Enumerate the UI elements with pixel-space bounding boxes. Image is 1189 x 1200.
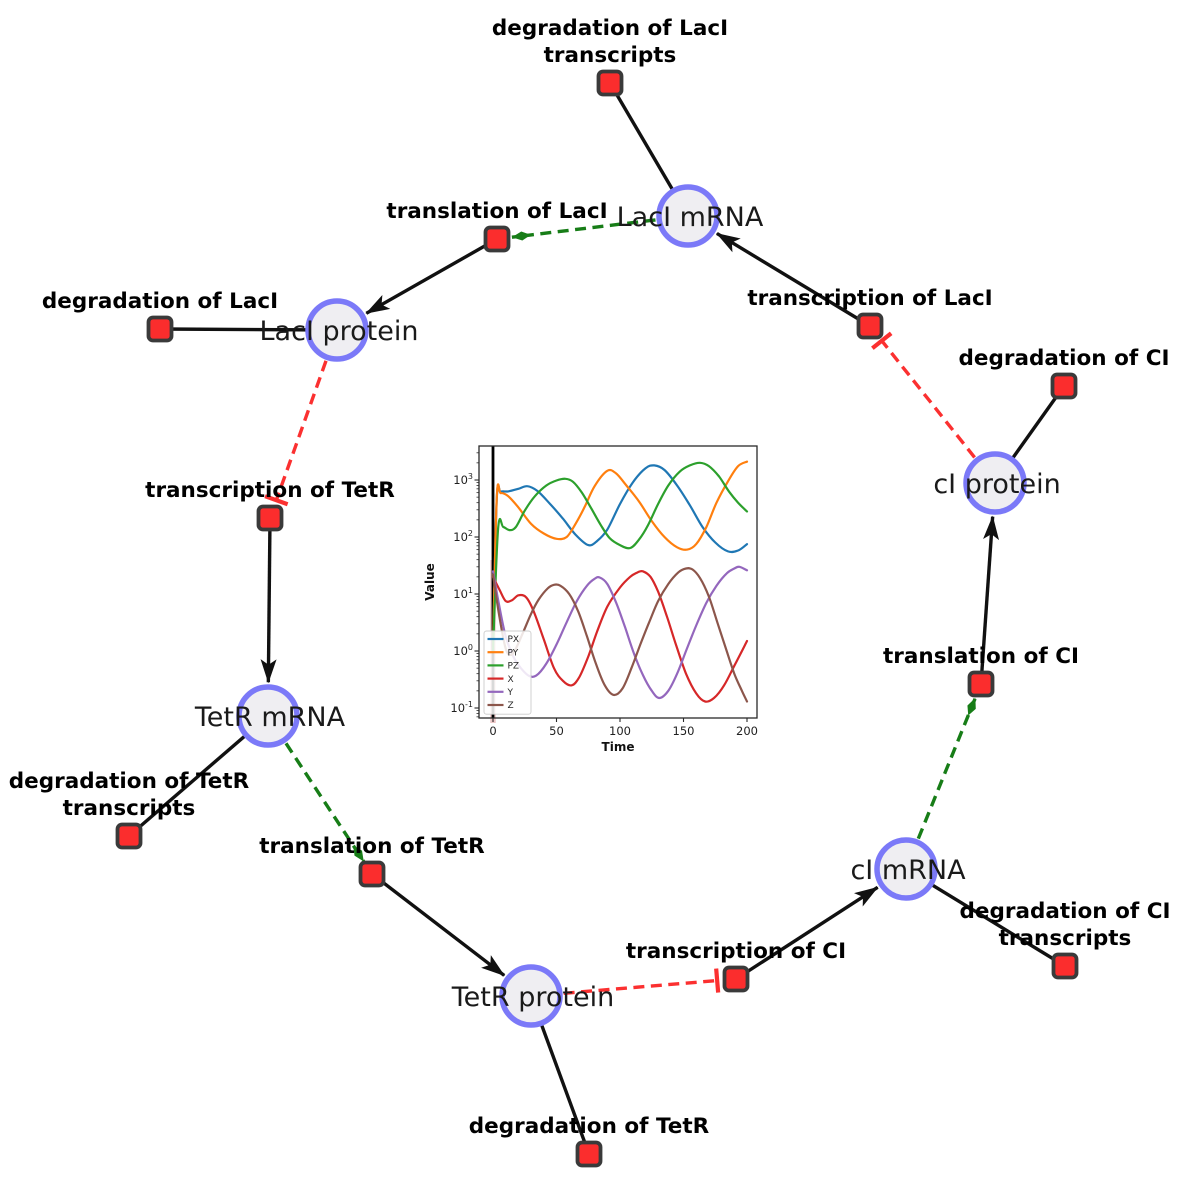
chart-ytick-10e3: 103 <box>453 472 473 487</box>
species-node-tetr_protein <box>499 964 563 1028</box>
reaction-node-tl_tetr <box>358 860 386 888</box>
chart-xtick-200: 200 <box>736 724 758 738</box>
reaction-node-tr_tetr <box>256 504 284 532</box>
chart-series-X <box>491 569 749 703</box>
chart-xtick-100: 100 <box>609 724 631 738</box>
species-node-laci_protein <box>305 298 369 362</box>
species-node-tetr_mrna <box>236 684 300 748</box>
chart-ytick-10e1: 101 <box>453 586 473 601</box>
reaction-label-tr_laci: transcription of LacI <box>747 286 992 311</box>
edge-inhibition-tetr_protein-to-tr_ci <box>563 968 721 995</box>
reaction-label-tr_ci: transcription of CI <box>626 939 846 964</box>
reaction-label-deg_tetr: degradation of TetR <box>469 1114 710 1139</box>
legend-entry-PY: PY <box>508 648 519 658</box>
timeseries-chart: 0 50 100 150 20010310210110010-1TimeValuePXP… <box>423 434 772 766</box>
chart-ytick-10e0: 100 <box>453 643 473 658</box>
reaction-label-deg_laci: degradation of LacI <box>42 289 278 314</box>
reaction-label-tr_tetr: transcription of TetR <box>145 478 395 503</box>
legend-entry-Y: Y <box>507 688 514 698</box>
reaction-label-deg_ci: degradation of CI <box>959 346 1170 371</box>
reaction-node-tl_laci <box>483 225 511 253</box>
chart-legend: PX PY PZ XYZ <box>483 630 532 715</box>
legend-entry-PX: PX <box>508 635 520 645</box>
species-label-ci_protein: cI protein <box>933 469 1060 500</box>
edge-modifier-ci_mrna-to-tl_ci <box>916 697 977 840</box>
species-label-tetr_mrna: TetR mRNA <box>194 702 346 733</box>
chart-ylabel: Value <box>423 563 437 601</box>
reaction-label-deg_laci_tx-line1: degradation of LacI <box>492 16 728 41</box>
chart-series-Z <box>491 567 749 703</box>
species-label-tetr_protein: TetR protein <box>451 982 614 1013</box>
reaction-label-deg_laci_tx-line2: transcripts <box>544 43 677 68</box>
reaction-label-deg_tetr_tx-line2: transcripts <box>63 796 196 821</box>
reaction-label-deg_ci_tx-line2: transcripts <box>999 926 1132 951</box>
legend-entry-X: X <box>508 675 514 685</box>
reaction-label-tl_tetr: translation of TetR <box>259 834 485 859</box>
reaction-node-tl_ci <box>967 670 995 698</box>
edge-production-tl_tetr-to-tetr_protein <box>370 872 506 977</box>
edge-inhibition-laci_protein-to-tr_tetr <box>264 360 328 507</box>
reaction-node-tr_ci <box>722 965 750 993</box>
chart-series-PY <box>491 460 749 653</box>
reaction-node-deg_laci_tx <box>596 69 624 97</box>
reaction-label-tl_laci: translation of LacI <box>386 199 607 224</box>
edge-production-tr_laci-to-laci_mrna <box>716 232 871 328</box>
edge-production-tl_laci-to-laci_protein <box>365 237 498 315</box>
reaction-node-deg_ci_tx <box>1051 952 1079 980</box>
edge-modifier-laci_mrna-to-tl_laci <box>511 218 656 241</box>
reaction-node-deg_laci <box>146 315 174 343</box>
legend-entry-PZ: PZ <box>508 662 520 672</box>
chart-ytick-10e2: 102 <box>453 529 473 544</box>
chart-xlabel: Time <box>602 740 635 754</box>
species-node-ci_protein <box>963 451 1027 515</box>
species-label-ci_mrna: cI mRNA <box>850 855 966 886</box>
species-node-laci_mrna <box>656 184 720 248</box>
legend-entry-Z: Z <box>508 701 514 711</box>
edge-production-tr_tetr-to-tetr_mrna <box>260 517 277 684</box>
edge-production-tr_ci-to-ci_mrna <box>735 885 879 981</box>
chart-ytick-10e-1: 10-1 <box>450 700 473 715</box>
reaction-label-deg_tetr_tx-line1: degradation of TetR <box>9 769 250 794</box>
species-node-ci_mrna <box>874 837 938 901</box>
reaction-node-tr_laci <box>856 312 884 340</box>
chart-plot-frame <box>478 445 758 719</box>
reaction-node-deg_tetr <box>575 1140 603 1168</box>
chart-xtick-50: 50 <box>549 724 564 738</box>
chart-xtick-0: 0 <box>489 724 496 738</box>
reaction-node-deg_ci <box>1050 372 1078 400</box>
edge-inhibition-ci_protein-to-tr_laci <box>871 331 976 459</box>
species-label-laci_mrna: LacI mRNA <box>617 202 764 233</box>
species-label-laci_protein: LacI protein <box>260 316 419 347</box>
reaction-label-deg_ci_tx-line1: degradation of CI <box>960 899 1171 924</box>
chart-series-PZ <box>491 461 749 653</box>
edge-modifier-tetr_mrna-to-tl_tetr <box>284 742 366 863</box>
reaction-label-tl_ci: translation of CI <box>883 644 1079 669</box>
reaction-node-deg_tetr_tx <box>115 822 143 850</box>
chart-xtick-150: 150 <box>673 724 695 738</box>
edge-production-tl_ci-to-ci_protein <box>979 515 1000 685</box>
